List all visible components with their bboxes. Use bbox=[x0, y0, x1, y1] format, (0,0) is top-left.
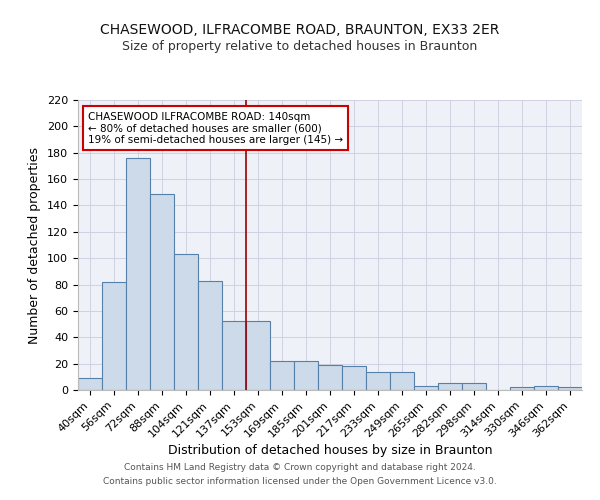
Y-axis label: Number of detached properties: Number of detached properties bbox=[28, 146, 41, 344]
Bar bbox=[342, 366, 366, 390]
X-axis label: Distribution of detached houses by size in Braunton: Distribution of detached houses by size … bbox=[168, 444, 492, 458]
Bar bbox=[126, 158, 150, 390]
Bar bbox=[390, 372, 414, 390]
Bar bbox=[318, 365, 342, 390]
Bar bbox=[414, 386, 438, 390]
Bar bbox=[534, 386, 558, 390]
Bar bbox=[558, 388, 582, 390]
Bar bbox=[102, 282, 126, 390]
Bar bbox=[294, 361, 318, 390]
Bar bbox=[246, 322, 270, 390]
Bar bbox=[198, 280, 222, 390]
Bar bbox=[222, 322, 246, 390]
Bar bbox=[462, 384, 486, 390]
Bar bbox=[366, 372, 390, 390]
Bar bbox=[270, 361, 294, 390]
Bar bbox=[78, 378, 102, 390]
Bar bbox=[150, 194, 174, 390]
Text: CHASEWOOD ILFRACOMBE ROAD: 140sqm
← 80% of detached houses are smaller (600)
19%: CHASEWOOD ILFRACOMBE ROAD: 140sqm ← 80% … bbox=[88, 112, 343, 145]
Bar bbox=[174, 254, 198, 390]
Text: Contains HM Land Registry data © Crown copyright and database right 2024.: Contains HM Land Registry data © Crown c… bbox=[124, 462, 476, 471]
Text: CHASEWOOD, ILFRACOMBE ROAD, BRAUNTON, EX33 2ER: CHASEWOOD, ILFRACOMBE ROAD, BRAUNTON, EX… bbox=[100, 22, 500, 36]
Bar bbox=[510, 388, 534, 390]
Text: Contains public sector information licensed under the Open Government Licence v3: Contains public sector information licen… bbox=[103, 478, 497, 486]
Bar bbox=[438, 384, 462, 390]
Text: Size of property relative to detached houses in Braunton: Size of property relative to detached ho… bbox=[122, 40, 478, 53]
